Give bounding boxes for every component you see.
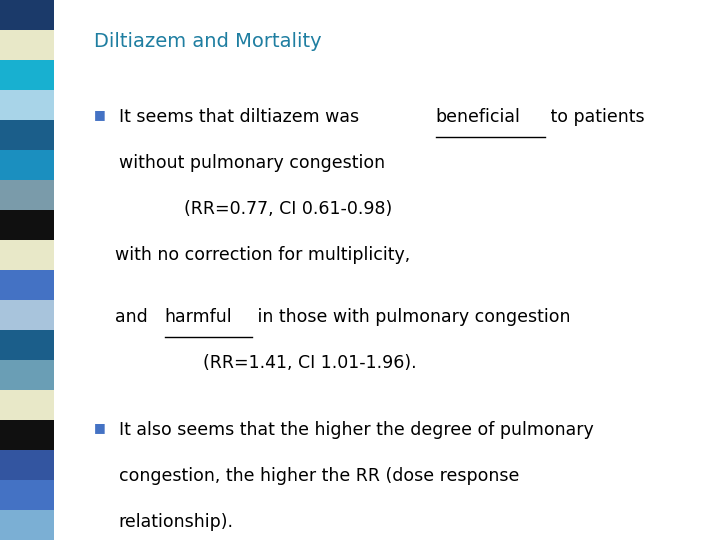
Bar: [0, 30, 54, 60]
Text: (RR=1.41, CI 1.01-1.96).: (RR=1.41, CI 1.01-1.96).: [203, 354, 416, 372]
Text: It seems that diltiazem was: It seems that diltiazem was: [119, 108, 364, 126]
Text: relationship).: relationship).: [119, 513, 234, 531]
Text: ■: ■: [94, 108, 105, 121]
Bar: [0, 60, 54, 90]
Text: harmful: harmful: [165, 308, 232, 326]
Bar: [0, 150, 54, 180]
Bar: [0, 240, 54, 270]
Bar: [0, 120, 54, 150]
Text: and: and: [115, 308, 153, 326]
Text: congestion, the higher the RR (dose response: congestion, the higher the RR (dose resp…: [119, 467, 519, 485]
Bar: [0, 510, 54, 540]
Bar: [0, 180, 54, 210]
Bar: [0, 330, 54, 360]
Text: (RR=0.77, CI 0.61-0.98): (RR=0.77, CI 0.61-0.98): [184, 200, 392, 218]
Text: with no correction for multiplicity,: with no correction for multiplicity,: [115, 246, 410, 264]
Bar: [0, 480, 54, 510]
Text: without pulmonary congestion: without pulmonary congestion: [119, 154, 385, 172]
Bar: [0, 210, 54, 240]
Text: beneficial: beneficial: [436, 108, 521, 126]
Text: Diltiazem and Mortality: Diltiazem and Mortality: [94, 32, 321, 51]
Bar: [0, 420, 54, 450]
Bar: [0, 90, 54, 120]
Bar: [0, 270, 54, 300]
Bar: [0, 390, 54, 420]
Text: It also seems that the higher the degree of pulmonary: It also seems that the higher the degree…: [119, 421, 593, 439]
Bar: [0, 300, 54, 330]
Text: in those with pulmonary congestion: in those with pulmonary congestion: [252, 308, 570, 326]
Text: ■: ■: [94, 421, 105, 434]
Bar: [0, 0, 54, 30]
Bar: [0, 450, 54, 480]
Text: to patients: to patients: [545, 108, 645, 126]
Bar: [0, 360, 54, 390]
